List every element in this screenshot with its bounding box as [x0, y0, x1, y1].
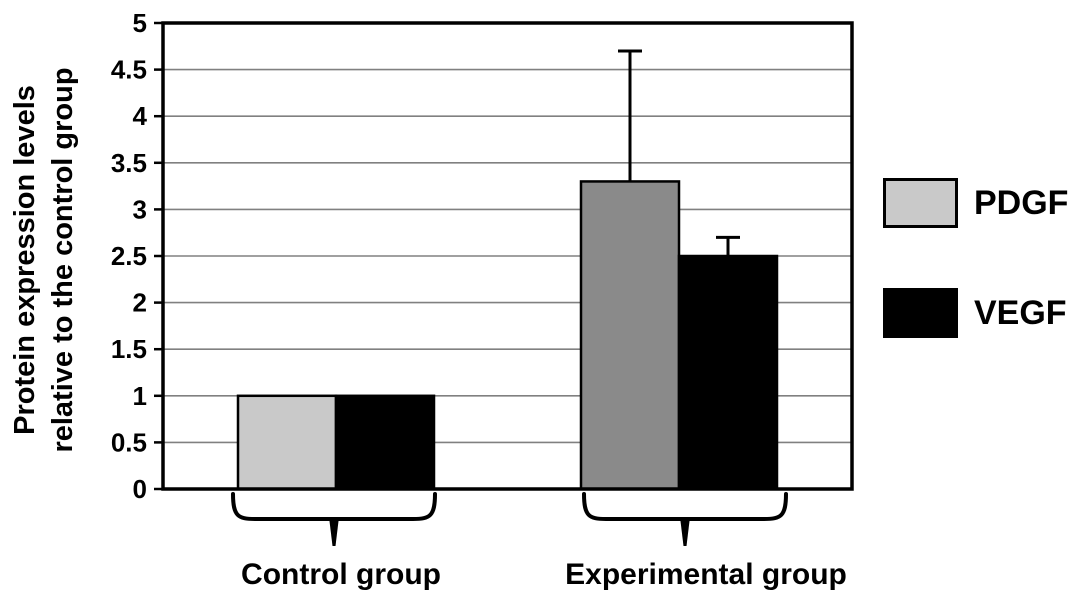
y-tick-label: 2.5: [111, 241, 147, 271]
y-tick-label: 4: [133, 101, 148, 131]
legend-swatch-vegf: [883, 288, 958, 338]
legend-swatch-pdgf: [883, 178, 958, 228]
group-brace-pointer: [680, 517, 690, 546]
bar-experimental-vegf: [677, 254, 779, 491]
y-tick-label: 5: [133, 8, 147, 38]
y-tick-label: 3.5: [111, 148, 147, 178]
y-axis-title-line2: relative to the control group: [47, 67, 79, 453]
group-brace-experimental: [582, 492, 788, 521]
y-tick-label: 0.5: [111, 427, 147, 457]
legend-item-pdgf: PDGF: [883, 178, 1068, 228]
legend: PDGF VEGF: [883, 178, 1068, 338]
bar-control-vegf: [334, 394, 436, 491]
plot-frame: [161, 21, 854, 491]
y-tick-label: 0: [133, 474, 147, 504]
group-brace-control: [231, 492, 437, 521]
category-label-experimental-group: Experimental group: [565, 558, 847, 591]
y-axis-title: Protein expression levels relative to th…: [6, 67, 82, 452]
y-tick-label: 4.5: [111, 55, 147, 85]
y-axis-title-line1: Protein expression levels: [9, 85, 41, 435]
group-brace-pointer: [329, 517, 339, 546]
y-tick-label: 1: [133, 381, 147, 411]
legend-label-pdgf: PDGF: [974, 184, 1069, 222]
legend-item-vegf: VEGF: [883, 288, 1068, 338]
bar-control-pdgf: [236, 394, 338, 491]
y-tick-label: 3: [133, 194, 147, 224]
category-label-control-group: Control group: [241, 558, 441, 591]
y-tick-label: 2: [133, 288, 147, 318]
legend-label-vegf: VEGF: [974, 294, 1067, 332]
bar-experimental-pdgf: [579, 180, 681, 491]
y-tick-label: 1.5: [111, 334, 147, 364]
